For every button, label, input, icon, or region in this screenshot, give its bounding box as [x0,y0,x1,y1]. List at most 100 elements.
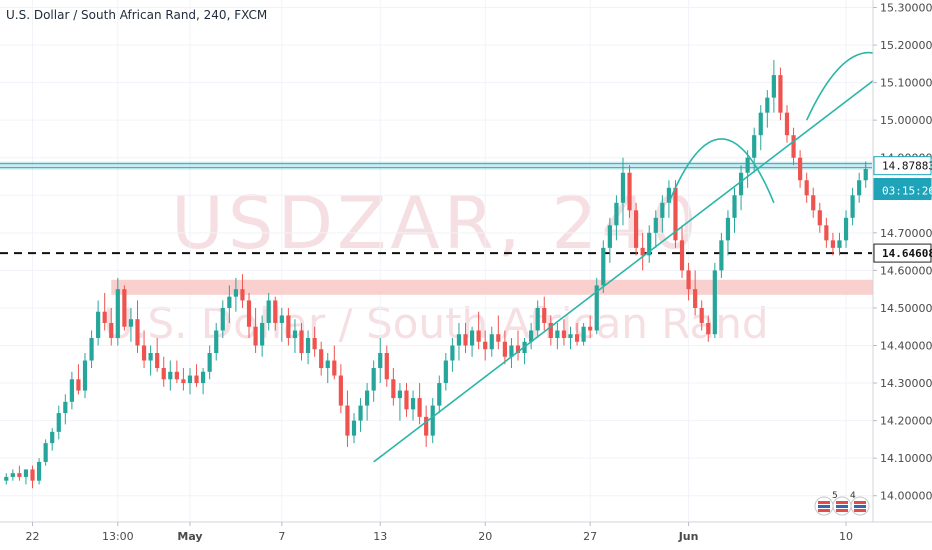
candle-body [220,307,225,331]
candle-body [745,157,750,173]
candle-body [89,337,94,361]
candle-body [496,334,501,342]
price-label-text: 03:15:26 [882,185,932,198]
candle-body [312,337,317,350]
candle-body [63,401,68,414]
candle-body [798,157,803,181]
price-axis-bg [873,0,932,550]
watermark-sub: U.S. Dollar / South African Rand [103,299,768,348]
candle-body [699,307,704,323]
candle-body [686,270,691,290]
candle-body [253,326,258,346]
price-label-box [873,243,932,263]
candle-body [240,289,245,301]
candle-body [102,311,107,323]
candle-body [627,172,632,211]
candle-body [693,289,698,308]
candle-body [338,375,343,406]
candle-body [174,371,179,380]
candle-body [843,217,849,241]
candle-body [784,112,790,136]
time-tick-label: 22 [26,530,40,543]
candle-body [640,247,645,256]
candle-body [778,75,783,113]
candle-body [463,334,468,346]
candle-body [286,315,291,338]
time-tick-label: 7 [278,530,285,543]
candle-body [758,112,763,136]
candle-body [581,326,586,342]
candle-body [673,187,678,241]
candle-body [371,368,376,391]
flag-stripe-red [836,501,848,504]
horizontal-lines [0,161,872,255]
price-tick-label: 14.70000 [880,227,932,240]
price-tick-label: 15.30000 [880,2,932,15]
candle-body [430,405,435,436]
candle-body [417,398,422,417]
candle-body [811,195,816,211]
candle-body [273,300,278,323]
price-tick-label: 15.10000 [880,77,932,90]
candle-body [391,379,396,399]
time-tick-label: Jun [678,530,699,543]
grid [0,0,872,522]
flag-stripe-red [836,509,848,512]
flag-stripe-red [818,509,830,512]
time-tick-label: 20 [478,530,492,543]
candle-body [561,330,567,338]
candle-body [36,461,42,481]
price-tick-label: 14.30000 [880,377,932,390]
candle-body [614,202,619,226]
chart-title: U.S. Dollar / South African Rand, 240, F… [6,8,268,22]
candle-body [246,300,252,327]
time-tick-label: 13 [373,530,387,543]
price-tick-label: 14.50000 [880,302,932,315]
candle-body [568,334,573,338]
candle-body [155,353,160,369]
candle-body [424,416,429,436]
economic-calendar-icon [850,496,870,516]
candle-body [69,379,74,402]
candle-body [168,371,173,380]
candle-body [450,345,455,361]
candle-body [502,341,507,357]
candle-body [358,405,363,421]
candle-body [863,168,868,181]
candle-body [594,285,599,331]
price-tick-label: 14.60000 [880,264,932,277]
candle-body [82,360,88,391]
price-label-text: 14.64608 [882,247,932,260]
candle-body [620,172,626,203]
flag-stripe-blue [854,505,866,508]
candle-body [128,319,134,327]
candle-body [148,353,153,361]
flag-stripe-red [818,501,830,504]
candle-body [292,330,298,338]
flag-stripe-blue [836,505,848,508]
candle-body [765,97,770,113]
candle-body [299,330,304,354]
price-axis[interactable]: 15.3000015.2000015.1000015.0000014.90000… [872,0,932,550]
candle-body [653,217,658,233]
price-tick-label: 15.00000 [880,114,932,127]
candle-body [830,240,836,248]
candle-body [319,349,324,369]
candle-body [574,334,580,342]
candle-body [305,337,311,354]
calendar-badge-count: 4 [850,491,856,501]
candle-body [200,371,206,384]
candle-body [647,232,652,256]
candle-body [679,240,685,271]
candle-body [738,172,744,196]
support-zone-rect [111,279,932,295]
candle-body [804,180,809,196]
candle-body [115,289,120,338]
candle-body [817,210,822,226]
calendar-badge-count: 5 [832,491,838,501]
candle-body [141,345,147,361]
